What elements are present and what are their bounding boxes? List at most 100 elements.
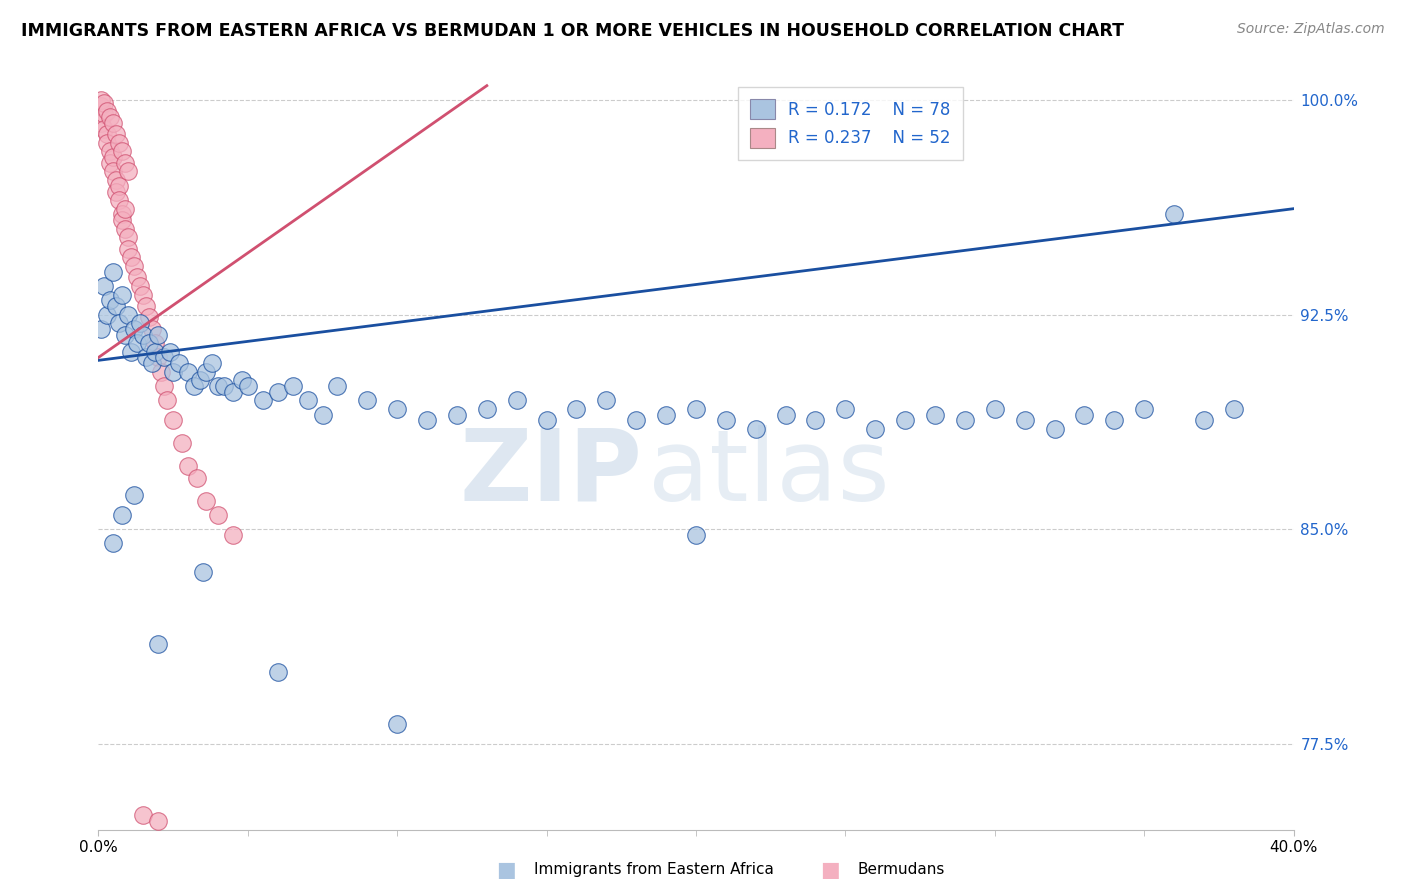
Point xyxy=(105,299,128,313)
Point xyxy=(111,213,134,227)
Point xyxy=(156,393,179,408)
Point xyxy=(135,299,157,313)
Point xyxy=(1073,408,1095,422)
Point xyxy=(111,287,134,301)
Point xyxy=(114,156,136,170)
Point xyxy=(114,327,136,342)
Point xyxy=(186,470,208,484)
Point xyxy=(1163,207,1185,221)
Point xyxy=(536,413,558,427)
Point xyxy=(141,322,163,336)
Point xyxy=(595,393,617,408)
Point xyxy=(475,401,498,416)
Point xyxy=(143,336,166,351)
Point xyxy=(924,408,946,422)
Point xyxy=(108,178,131,193)
Point xyxy=(93,107,115,121)
Point xyxy=(153,351,176,365)
Point xyxy=(775,408,797,422)
Point xyxy=(111,508,134,522)
Point xyxy=(111,207,134,221)
Text: Bermudans: Bermudans xyxy=(858,863,945,877)
Point xyxy=(150,365,173,379)
Point xyxy=(167,356,190,370)
Point xyxy=(129,316,152,330)
Point xyxy=(103,150,125,164)
Point xyxy=(191,565,214,579)
Point xyxy=(98,110,122,124)
Point xyxy=(162,365,184,379)
Point xyxy=(953,413,976,427)
Point xyxy=(207,379,229,393)
Point xyxy=(177,459,200,474)
Point xyxy=(984,401,1007,416)
Point xyxy=(177,365,200,379)
Point xyxy=(252,393,274,408)
Point xyxy=(195,493,218,508)
Point xyxy=(127,270,149,285)
Point xyxy=(153,379,176,393)
Point xyxy=(385,401,409,416)
Point xyxy=(188,373,211,387)
Point xyxy=(98,156,122,170)
Text: atlas: atlas xyxy=(648,425,890,522)
Point xyxy=(222,384,245,399)
Point xyxy=(714,413,737,427)
Text: ZIP: ZIP xyxy=(460,425,643,522)
Point xyxy=(108,193,131,207)
Point xyxy=(108,316,131,330)
Point xyxy=(138,310,160,325)
Point xyxy=(804,413,827,427)
Point xyxy=(108,136,131,150)
Point xyxy=(1223,401,1246,416)
Point xyxy=(93,121,115,136)
Point xyxy=(103,164,125,178)
Point xyxy=(162,413,184,427)
Point xyxy=(103,536,125,550)
Point xyxy=(132,808,155,822)
Point xyxy=(98,145,122,159)
Point xyxy=(120,250,142,264)
Point xyxy=(1133,401,1156,416)
Point xyxy=(236,379,259,393)
Point xyxy=(311,408,333,422)
Point xyxy=(297,393,319,408)
Point xyxy=(1192,413,1215,427)
Point xyxy=(96,136,118,150)
Point xyxy=(195,365,218,379)
Point xyxy=(114,202,136,216)
Point xyxy=(148,351,170,365)
Point xyxy=(129,279,152,293)
Point xyxy=(281,379,304,393)
Point xyxy=(565,401,588,416)
Point xyxy=(141,356,163,370)
Point xyxy=(103,265,125,279)
Point xyxy=(172,436,194,450)
Point xyxy=(117,242,139,256)
Point xyxy=(143,344,166,359)
Point xyxy=(148,814,170,828)
Point xyxy=(120,344,142,359)
Point xyxy=(117,308,139,322)
Point xyxy=(138,336,160,351)
Point xyxy=(212,379,235,393)
Point xyxy=(98,293,122,308)
Point xyxy=(135,351,157,365)
Point xyxy=(356,393,378,408)
Point xyxy=(117,230,139,244)
Point xyxy=(124,322,146,336)
Point xyxy=(207,508,229,522)
Point xyxy=(124,488,146,502)
Point xyxy=(117,164,139,178)
Point xyxy=(105,128,128,142)
Point xyxy=(894,413,917,427)
Point xyxy=(105,173,128,187)
Legend: R = 0.172    N = 78, R = 0.237    N = 52: R = 0.172 N = 78, R = 0.237 N = 52 xyxy=(738,87,963,160)
Point xyxy=(685,528,707,542)
Point xyxy=(1043,422,1066,436)
Point xyxy=(222,528,245,542)
Point xyxy=(114,221,136,235)
Point xyxy=(865,422,887,436)
Point xyxy=(159,344,181,359)
Point xyxy=(655,408,678,422)
